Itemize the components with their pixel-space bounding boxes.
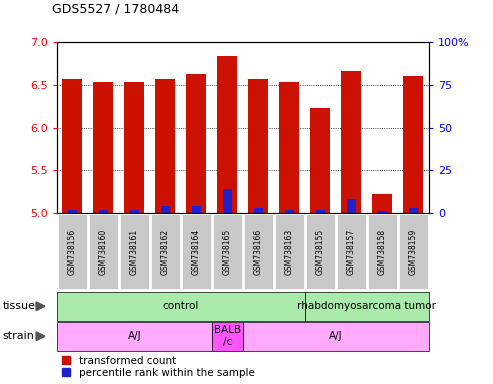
Text: GSM738163: GSM738163: [285, 228, 294, 275]
Text: control: control: [163, 301, 199, 311]
Text: GSM738161: GSM738161: [130, 228, 139, 275]
Text: GSM738159: GSM738159: [409, 228, 418, 275]
Bar: [124, 81, 144, 213]
Text: GSM738155: GSM738155: [316, 228, 325, 275]
Text: BALB
/c: BALB /c: [214, 325, 241, 347]
Bar: [378, 212, 387, 213]
Bar: [310, 108, 330, 213]
Text: GSM738157: GSM738157: [347, 228, 356, 275]
Bar: [409, 208, 418, 213]
Text: rhabdomyosarcoma tumor: rhabdomyosarcoma tumor: [297, 301, 436, 311]
Text: GDS5527 / 1780484: GDS5527 / 1780484: [52, 2, 179, 15]
Text: GSM738164: GSM738164: [192, 228, 201, 275]
Bar: [62, 79, 82, 213]
Bar: [347, 199, 356, 213]
Bar: [223, 189, 232, 213]
Text: GSM738166: GSM738166: [254, 228, 263, 275]
Bar: [285, 210, 294, 213]
Text: tissue: tissue: [2, 301, 35, 311]
Bar: [254, 208, 263, 213]
Bar: [161, 206, 170, 213]
Text: A/J: A/J: [127, 331, 141, 341]
Bar: [186, 74, 207, 213]
Bar: [155, 79, 176, 213]
Legend: transformed count, percentile rank within the sample: transformed count, percentile rank withi…: [62, 356, 254, 378]
Bar: [93, 81, 113, 213]
Bar: [130, 210, 139, 213]
Bar: [248, 79, 268, 213]
Bar: [68, 210, 77, 213]
Text: GSM738165: GSM738165: [223, 228, 232, 275]
Bar: [279, 81, 299, 213]
Bar: [372, 194, 392, 213]
Text: GSM738158: GSM738158: [378, 228, 387, 275]
Bar: [192, 206, 201, 213]
Bar: [403, 76, 423, 213]
Text: GSM738162: GSM738162: [161, 228, 170, 275]
Bar: [99, 210, 108, 213]
Bar: [316, 210, 325, 213]
Text: GSM738160: GSM738160: [99, 228, 108, 275]
Bar: [217, 56, 237, 213]
Bar: [341, 71, 361, 213]
Text: A/J: A/J: [329, 331, 343, 341]
Text: strain: strain: [2, 331, 35, 341]
Text: GSM738156: GSM738156: [68, 228, 77, 275]
